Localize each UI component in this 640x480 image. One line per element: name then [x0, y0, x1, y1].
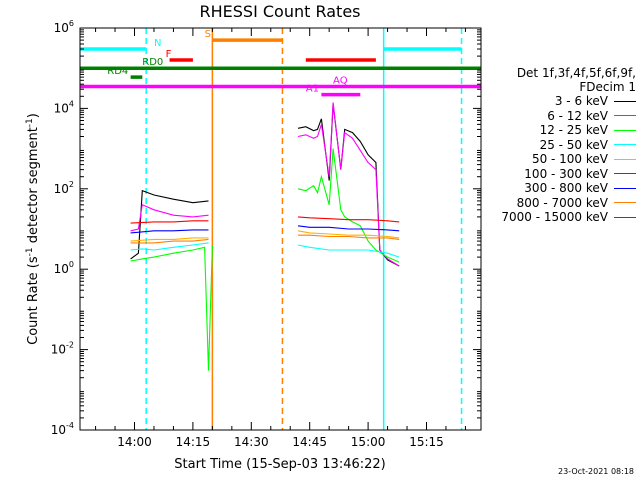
- series-1-line-1: [297, 102, 400, 267]
- y-axis-title: Count Rate (s-1 detector segment-1): [25, 113, 41, 345]
- generation-date: 23-Oct-2021 08:18: [558, 467, 634, 476]
- flag-label-rd0: RD0: [142, 57, 163, 68]
- legend-label-6: 300 - 800 keV: [524, 181, 608, 196]
- y-axis-title-end: ): [26, 113, 41, 118]
- series-4-line-1: [297, 230, 400, 239]
- y-tick-label-2: 100: [54, 260, 74, 276]
- y-axis-title-mid: detector segment: [26, 127, 41, 247]
- legend-entry-8: 7000 - 15000 keV: [484, 210, 636, 225]
- chart-title: RHESSI Count Rates: [200, 2, 361, 21]
- x-axis-title: Start Time (15-Sep-03 13:46:22): [174, 457, 385, 472]
- y-axis-title-main: Count Rate (s: [26, 256, 41, 345]
- series-2-line-1: [297, 148, 400, 263]
- series-5-line-1: [297, 216, 400, 223]
- series-7-line-1: [298, 234, 400, 240]
- legend-swatch-1: [614, 115, 636, 117]
- legend-label-8: 7000 - 15000 keV: [501, 210, 608, 225]
- plot-area: NF S RD0 RD4 AQ A1: [80, 28, 481, 430]
- legend-entry-4: 50 - 100 keV: [484, 152, 636, 167]
- legend-swatch-5: [614, 173, 636, 175]
- legend-swatch-3: [614, 144, 636, 146]
- y-axis-title-sup2: -1: [25, 118, 35, 127]
- y-tick-label-1: 10-2: [51, 341, 74, 357]
- y-axis-title-sup1: -1: [25, 247, 35, 256]
- flag-label-f: F: [166, 49, 172, 60]
- y-tick-label-3: 102: [54, 180, 74, 196]
- legend-swatch-0: [614, 100, 636, 102]
- series-0-line-0: [130, 189, 209, 260]
- series-3-line-0: [130, 242, 209, 251]
- legend-label-2: 12 - 25 keV: [539, 123, 608, 138]
- legend-swatch-7: [614, 202, 636, 204]
- flag-label-n: N: [154, 38, 161, 49]
- legend-entry-1: 6 - 12 keV: [484, 109, 636, 124]
- legend-entries: 3 - 6 keV 6 - 12 keV 12 - 25 keV 25 - 50 ke…: [484, 94, 636, 225]
- x-tick-label-0: 14:00: [117, 435, 152, 449]
- legend: Det 1f,3f,4f,5f,6f,9f, FDecim 1 3 - 6 ke…: [484, 66, 636, 225]
- legend-swatch-4: [614, 158, 636, 160]
- series-6-line-1: [297, 225, 400, 232]
- legend-label-7: 800 - 7000 keV: [516, 195, 608, 210]
- plot-frame: [79, 27, 482, 431]
- flag-label-aq: AQ: [333, 76, 348, 87]
- x-tick-label-4: 15:00: [351, 435, 386, 449]
- y-tick-label-5: 106: [54, 19, 74, 35]
- x-tick-label-5: 15:15: [409, 435, 444, 449]
- y-tick-label-0: 10-4: [51, 421, 74, 437]
- legend-swatch-2: [614, 129, 636, 131]
- x-tick-label-1: 14:15: [176, 435, 211, 449]
- legend-entry-2: 12 - 25 keV: [484, 123, 636, 138]
- legend-swatch-6: [614, 187, 636, 189]
- legend-label-1: 6 - 12 keV: [547, 108, 608, 123]
- series-3-line-1: [297, 244, 400, 258]
- flag-label-a1: A1: [306, 84, 319, 95]
- series-1-line-0: [130, 204, 209, 232]
- legend-entry-3: 25 - 50 keV: [484, 138, 636, 153]
- series-2-line-0: [130, 244, 213, 371]
- flag-label-s: S: [205, 29, 211, 40]
- series-4-line-0: [130, 237, 209, 242]
- legend-entry-5: 100 - 300 keV: [484, 167, 636, 182]
- legend-label-5: 100 - 300 keV: [524, 166, 608, 181]
- legend-entry-6: 300 - 800 keV: [484, 181, 636, 196]
- series-7-line-0: [130, 238, 209, 244]
- legend-swatch-8: [614, 216, 636, 218]
- y-tick-label-4: 104: [54, 99, 74, 115]
- x-tick-label-2: 14:30: [234, 435, 269, 449]
- series-6-line-0: [130, 229, 209, 234]
- axis-ticks: 10-4 10-2 100 102 104 106 14:00 14:15 14:30 14:45…: [51, 19, 481, 449]
- legend-label-3: 25 - 50 keV: [539, 137, 608, 152]
- flag-label-rd4: RD4: [107, 66, 128, 77]
- series-5-line-0: [130, 220, 209, 224]
- legend-header-line-2: FDecim 1: [579, 80, 636, 94]
- legend-entry-0: 3 - 6 keV: [484, 94, 636, 109]
- legend-entry-7: 800 - 7000 keV: [484, 196, 636, 211]
- legend-label-0: 3 - 6 keV: [554, 94, 608, 109]
- legend-label-4: 50 - 100 keV: [531, 152, 608, 167]
- legend-header-line-1: Det 1f,3f,4f,5f,6f,9f,: [516, 66, 636, 80]
- x-tick-label-3: 14:45: [292, 435, 327, 449]
